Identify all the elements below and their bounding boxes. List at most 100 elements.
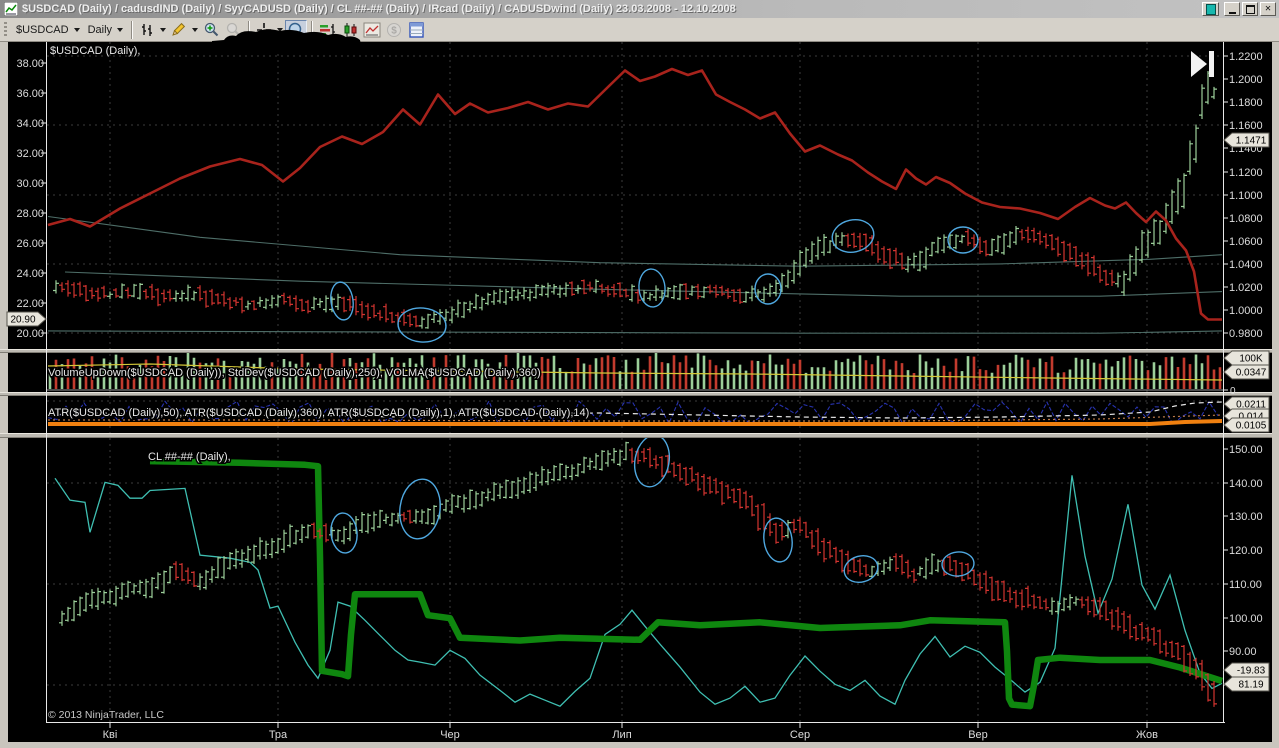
right-axis-label: 1.2200	[1229, 51, 1263, 63]
volume-zero-label: 0	[1230, 386, 1236, 397]
crosshair-button[interactable]	[254, 20, 285, 40]
line-chart-button[interactable]	[361, 20, 383, 40]
minimize-icon	[1228, 11, 1236, 14]
svg-text:$: $	[391, 25, 397, 36]
cl-last-price-tag: 20.90	[6, 311, 47, 327]
svg-text:100K: 100K	[1239, 354, 1263, 365]
drawn-ellipse-annotation[interactable]	[761, 516, 795, 563]
period-label: Daily	[87, 23, 113, 36]
svg-text:0.0105: 0.0105	[1236, 421, 1267, 432]
lower-panel-label: CL ##-## (Daily),	[148, 451, 231, 463]
right-axis-label: 1.0000	[1229, 305, 1263, 317]
price-panel-label: $USDCAD (Daily),	[50, 45, 140, 57]
drawn-ellipse-annotation[interactable]	[329, 512, 359, 554]
left-axis-label: 28.00	[16, 208, 44, 220]
atr-panel: ATR($USDCAD (Daily),50), ATR($USDCAD (Da…	[47, 399, 1223, 427]
lower-value-tag: 81.19	[1223, 676, 1270, 692]
drawn-ellipse-annotation[interactable]	[396, 477, 444, 542]
chevron-down-icon	[192, 27, 199, 32]
currency-button[interactable]: $	[383, 20, 405, 40]
candlestick-icon	[344, 22, 357, 37]
market-analyzer-button[interactable]	[317, 20, 339, 40]
line-chart-icon	[363, 22, 381, 37]
drawn-ellipse-annotation[interactable]	[397, 306, 448, 344]
right-axis-label: 130.00	[1229, 511, 1263, 523]
go-to-end-marker[interactable]	[1191, 51, 1214, 77]
lower-value-tag: -19.83	[1223, 662, 1270, 678]
close-icon: ✕	[1264, 3, 1272, 14]
month-axis-label: Лип	[612, 729, 631, 741]
left-axis-label: 24.00	[16, 268, 44, 280]
instrument-selector[interactable]: $USDCAD	[12, 20, 84, 40]
lower-panel: CL ##-## (Daily), © 2013 NinjaTrader, LLC	[48, 432, 1223, 721]
drawn-ellipse-annotation[interactable]	[631, 432, 674, 489]
volume-panel-label: VolumeUpDown($USDCAD (Daily)), StdDev($U…	[48, 367, 541, 379]
toolbar: $USDCAD Daily $	[0, 18, 1279, 42]
drawn-ellipse-annotation[interactable]	[754, 273, 782, 305]
right-axis-label: 110.00	[1229, 579, 1262, 591]
right-axis-label: 1.1000	[1229, 190, 1263, 202]
month-axis-label: Тра	[269, 729, 288, 741]
drawn-ellipse-annotation[interactable]	[328, 281, 355, 322]
period-selector[interactable]: Daily	[84, 20, 127, 40]
svg-text:0.0347: 0.0347	[1236, 368, 1267, 379]
svg-text:0.014: 0.014	[1238, 412, 1263, 423]
close-button[interactable]: ✕	[1260, 2, 1276, 16]
toolbar-separator	[311, 20, 314, 39]
magnifier-icon	[288, 22, 304, 38]
minimize-button[interactable]	[1224, 2, 1240, 16]
left-axis-label: 26.00	[16, 238, 44, 250]
right-axis-label: 100.00	[1229, 613, 1263, 625]
panel-separator[interactable]	[0, 349, 1272, 353]
drawn-ellipse-annotation[interactable]	[941, 551, 975, 578]
panel-separator[interactable]	[0, 392, 1272, 396]
right-axis-label: 1.0800	[1229, 213, 1263, 225]
zoom-in-icon	[204, 22, 218, 37]
instrument-link-button[interactable]	[1202, 2, 1219, 16]
volume-panel: VolumeUpDown($USDCAD (Daily)), StdDev($U…	[47, 353, 1223, 389]
zoom-in-button[interactable]	[200, 20, 222, 40]
month-axis-label: Сер	[790, 729, 810, 741]
zoom-window-button[interactable]	[285, 19, 308, 40]
right-axis-label: 90.00	[1229, 646, 1257, 658]
market-analyzer-icon	[320, 23, 336, 36]
drawing-tools-button[interactable]	[168, 20, 200, 40]
crosshair-icon	[257, 22, 272, 37]
drawn-ellipse-annotation[interactable]	[637, 268, 666, 308]
month-axis-label: Кві	[103, 729, 118, 741]
right-axis-label: 140.00	[1229, 478, 1263, 490]
data-grid-button[interactable]	[405, 20, 427, 40]
right-axis-label: 1.1800	[1229, 97, 1263, 109]
panel-separator[interactable]	[0, 433, 1272, 438]
month-axis-label: Вер	[968, 729, 988, 741]
chart-trader-button[interactable]	[339, 20, 361, 40]
right-axis-label: 1.2000	[1229, 74, 1263, 86]
toolbar-grip[interactable]	[4, 21, 7, 38]
drawn-ellipse-annotation[interactable]	[947, 226, 979, 254]
right-axis-label: 150.00	[1229, 444, 1263, 456]
chevron-down-icon	[73, 27, 80, 32]
volume-value-tag: 100K	[1223, 350, 1270, 366]
window-right-border	[1272, 42, 1279, 748]
app-icon	[3, 1, 19, 17]
right-axis-label: 1.1200	[1229, 167, 1263, 179]
right-axis-label: 1.1600	[1229, 120, 1263, 132]
atr-panel-label: ATR($USDCAD (Daily),50), ATR($USDCAD (Da…	[48, 407, 589, 419]
restore-button[interactable]	[1242, 2, 1258, 16]
left-axis-label: 30.00	[16, 178, 44, 190]
svg-text:-19.83: -19.83	[1237, 666, 1266, 677]
drawn-ellipse-annotation[interactable]	[829, 216, 877, 256]
month-axis-label: Жов	[1136, 729, 1158, 741]
right-axis-label: 1.0600	[1229, 236, 1263, 248]
usdcad-last-price-tag: 1.1471	[1223, 132, 1270, 148]
svg-text:81.19: 81.19	[1238, 680, 1263, 691]
title-bar: $USDCAD (Daily) / cadusdIND (Daily) / Sy…	[0, 0, 1279, 18]
zoom-out-icon	[226, 22, 240, 37]
chevron-down-icon	[117, 27, 124, 32]
pencil-icon	[172, 22, 186, 36]
zoom-out-button[interactable]	[222, 20, 244, 40]
left-axis-label: 34.00	[16, 118, 44, 130]
chart-style-button[interactable]	[137, 20, 168, 40]
drawn-ellipse-annotation[interactable]	[841, 552, 881, 586]
